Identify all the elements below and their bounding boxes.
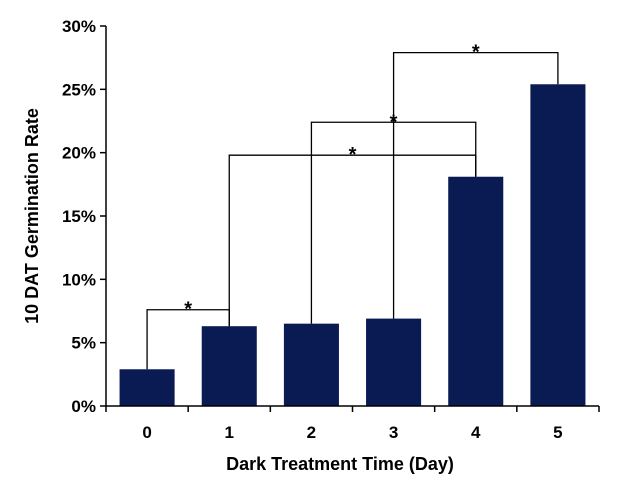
x-tick-label: 5	[553, 423, 562, 442]
significance-brackets: ****	[146, 42, 559, 370]
bar-3	[366, 318, 422, 406]
bar-0	[119, 369, 175, 406]
y-tick-label: 20%	[62, 144, 96, 163]
bars-group	[119, 84, 586, 407]
significance-bracket	[392, 51, 559, 319]
y-tick-label: 15%	[62, 207, 96, 226]
bar-5	[530, 84, 586, 407]
significance-star: *	[184, 299, 192, 321]
y-axis-title: 10 DAT Germination Rate	[22, 108, 42, 324]
x-axis-title: Dark Treatment Time (Day)	[226, 454, 454, 474]
x-tick-label: 3	[389, 423, 398, 442]
x-tick-label: 2	[307, 423, 316, 442]
significance-star: *	[472, 42, 480, 64]
significance-star: *	[349, 144, 357, 166]
y-tick-label: 0%	[71, 397, 96, 416]
y-tick-label: 30%	[62, 17, 96, 36]
y-tick-label: 25%	[62, 80, 96, 99]
bar-1	[201, 326, 257, 406]
y-tick-label: 5%	[71, 334, 96, 353]
x-tick-label: 1	[225, 423, 234, 442]
significance-bracket	[228, 154, 477, 327]
x-tick-label: 0	[142, 423, 151, 442]
bar-2	[283, 323, 339, 406]
tick-labels-group: 0% 5% 10% 15% 20% 25% 30% 0 1 2 3 4 5	[62, 17, 563, 442]
axes-group	[100, 25, 600, 412]
y-tick-label: 10%	[62, 270, 96, 289]
x-tick-label: 4	[471, 423, 481, 442]
bar-4	[448, 176, 504, 406]
